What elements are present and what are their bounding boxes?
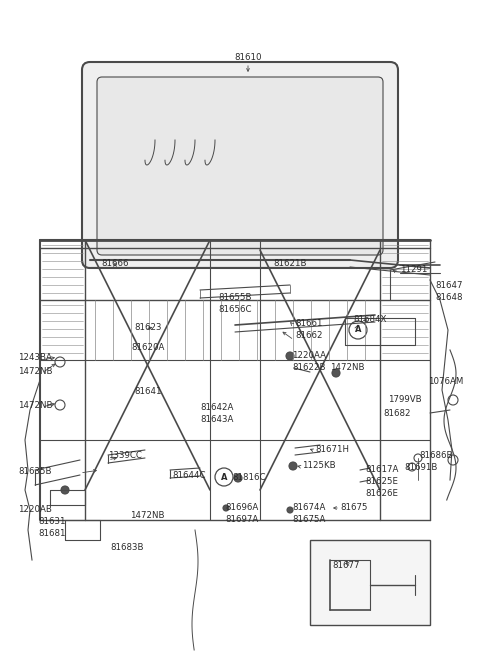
Text: 11291: 11291: [400, 265, 427, 274]
FancyBboxPatch shape: [82, 62, 398, 268]
Text: 81610: 81610: [234, 54, 262, 62]
Text: 81621B: 81621B: [273, 259, 307, 269]
Text: 1799VB: 1799VB: [388, 394, 421, 403]
Text: A: A: [221, 472, 227, 481]
Text: 81655B: 81655B: [218, 293, 252, 301]
Text: 81631: 81631: [38, 517, 65, 527]
Text: 81620A: 81620A: [132, 343, 165, 352]
Circle shape: [223, 505, 229, 511]
Text: A: A: [355, 326, 361, 335]
Text: 81684X: 81684X: [353, 316, 387, 324]
Text: 81675A: 81675A: [292, 515, 325, 525]
Text: 81816C: 81816C: [232, 474, 265, 483]
Text: 1220AB: 1220AB: [18, 506, 52, 514]
Text: 81662: 81662: [295, 331, 323, 339]
Text: 1472NB: 1472NB: [330, 364, 364, 373]
FancyBboxPatch shape: [97, 77, 383, 255]
Text: 81691B: 81691B: [404, 462, 437, 472]
Text: 1472NB: 1472NB: [18, 400, 52, 409]
Text: 1125KB: 1125KB: [302, 462, 336, 470]
Text: 81617A: 81617A: [365, 466, 398, 474]
Circle shape: [289, 462, 297, 470]
Text: 81643A: 81643A: [200, 415, 233, 424]
Bar: [310, 540, 430, 625]
Text: 81696A: 81696A: [225, 504, 258, 512]
Text: 81674A: 81674A: [292, 504, 325, 512]
Text: 81675: 81675: [340, 504, 368, 512]
Circle shape: [287, 507, 293, 513]
Text: 81661: 81661: [295, 318, 323, 328]
Circle shape: [61, 486, 69, 494]
Circle shape: [286, 352, 294, 360]
Text: 1472NB: 1472NB: [130, 510, 165, 519]
Text: 81648: 81648: [435, 293, 463, 303]
Text: 81623: 81623: [134, 322, 162, 331]
Text: 81644C: 81644C: [172, 470, 205, 479]
Text: 1472NB: 1472NB: [18, 367, 52, 375]
Text: 81626E: 81626E: [365, 489, 398, 498]
Text: 81642A: 81642A: [200, 403, 233, 413]
Text: 1339CC: 1339CC: [108, 451, 142, 460]
Text: 81625E: 81625E: [365, 477, 398, 487]
Text: 1220AA: 1220AA: [292, 350, 326, 360]
Circle shape: [234, 474, 242, 482]
Text: 81647: 81647: [435, 282, 463, 291]
Text: 81635B: 81635B: [18, 466, 51, 476]
Text: 81697A: 81697A: [225, 515, 258, 525]
Text: 81681: 81681: [38, 529, 65, 538]
Text: 81671H: 81671H: [315, 445, 349, 455]
Text: 81677: 81677: [332, 561, 360, 569]
Text: 81641: 81641: [134, 388, 162, 396]
Circle shape: [332, 369, 340, 377]
Text: 81622B: 81622B: [292, 364, 325, 373]
Text: 81683B: 81683B: [110, 544, 144, 553]
Text: 81656C: 81656C: [218, 305, 252, 314]
Text: 81666: 81666: [101, 259, 129, 269]
Text: 81686B: 81686B: [419, 451, 453, 460]
Text: 1076AM: 1076AM: [428, 377, 463, 386]
Text: 1243BA: 1243BA: [18, 352, 52, 362]
Text: 81682: 81682: [383, 409, 410, 417]
